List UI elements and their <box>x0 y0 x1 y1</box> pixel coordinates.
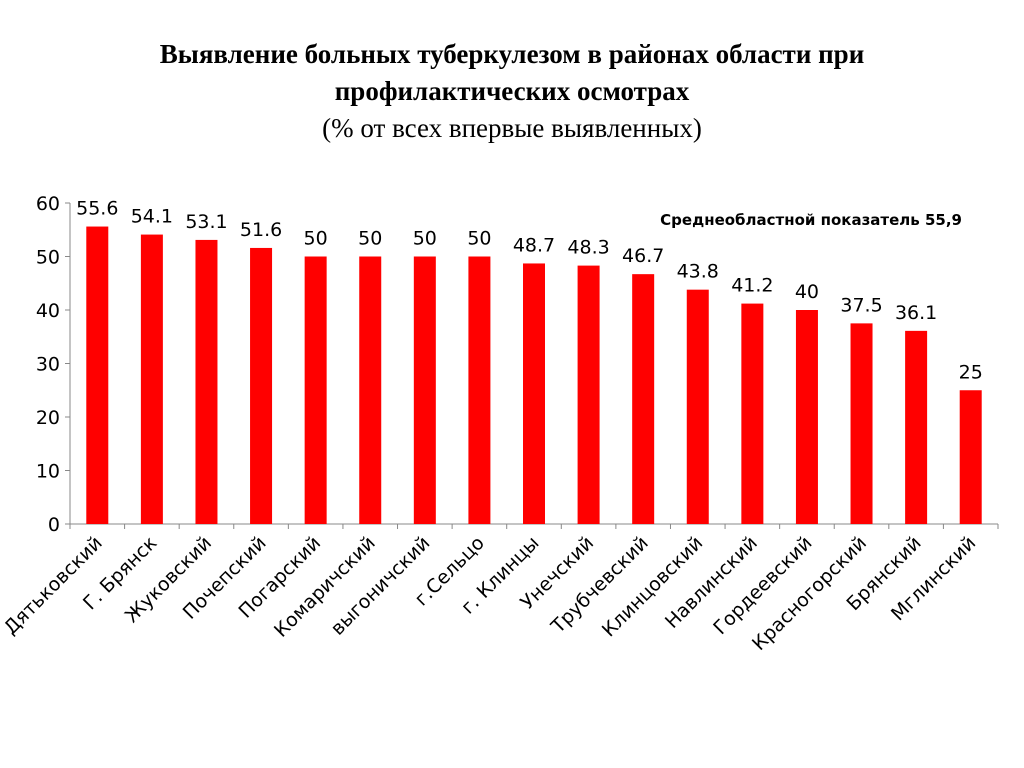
title-block: Выявление больных туберкулезом в районах… <box>0 36 1024 147</box>
category-label: Дятьковский <box>0 532 107 639</box>
y-tick-label: 50 <box>36 247 60 269</box>
data-label: 37.5 <box>840 294 882 316</box>
data-label: 43.8 <box>677 261 719 283</box>
data-label: 50 <box>358 228 382 250</box>
bar <box>140 234 163 524</box>
chart-title-line-1: Выявление больных туберкулезом в районах… <box>159 39 865 69</box>
y-tick-label: 0 <box>48 514 60 536</box>
category-label: Гордеевский <box>709 532 816 639</box>
bar <box>359 256 382 524</box>
bar <box>468 256 491 524</box>
data-label: 25 <box>959 361 983 383</box>
data-label: 50 <box>304 228 328 250</box>
bar <box>86 226 109 525</box>
bar <box>413 256 436 524</box>
average-annotation: Среднеобластной показатель 55,9 <box>660 211 962 229</box>
bar <box>850 323 873 524</box>
data-label: 48.7 <box>513 234 555 256</box>
bar <box>523 263 545 524</box>
bar <box>250 247 273 524</box>
data-label: 54.1 <box>131 206 173 228</box>
bar <box>905 330 928 524</box>
bar <box>959 390 982 524</box>
data-label: 55.6 <box>76 198 118 220</box>
category-label: Трубчевский <box>546 532 652 638</box>
data-label: 41.2 <box>731 275 773 297</box>
data-label: 48.3 <box>567 237 609 259</box>
bar <box>304 256 327 524</box>
data-label: 51.6 <box>240 219 282 241</box>
y-tick-label: 20 <box>36 407 60 429</box>
y-tick-label: 60 <box>36 193 60 215</box>
y-tick-label: 40 <box>36 300 60 322</box>
data-label: 36.1 <box>895 302 937 324</box>
data-label: 50 <box>467 228 491 250</box>
bar <box>195 239 218 525</box>
y-tick-label: 10 <box>36 461 60 483</box>
y-tick-label: 30 <box>36 354 60 376</box>
chart-title-line-2: профилактических осмотрах <box>334 76 690 106</box>
data-label: 40 <box>795 281 819 303</box>
bar <box>686 289 709 524</box>
data-label: 46.7 <box>622 245 664 267</box>
bar <box>577 265 600 524</box>
bar <box>632 274 655 524</box>
data-label: 53.1 <box>185 211 227 233</box>
bar <box>795 310 818 524</box>
chart-subtitle: (% от всех впервые выявленных) <box>322 113 702 143</box>
data-label: 50 <box>413 228 437 250</box>
bar <box>741 303 764 524</box>
